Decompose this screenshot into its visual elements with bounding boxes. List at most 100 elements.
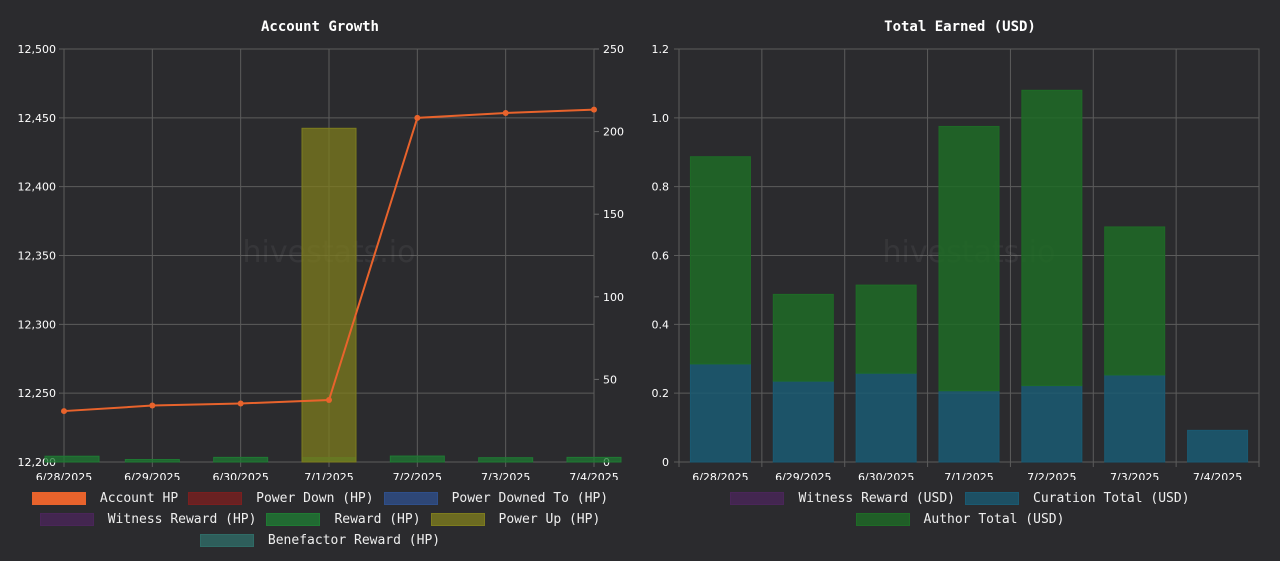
x-tick-label: 6/30/2025 [858, 471, 914, 480]
bar-reward-hp [44, 455, 100, 463]
x-tick-label: 7/3/2025 [1110, 471, 1159, 480]
y-tick-label: 0.4 [652, 318, 670, 331]
bar-author-total-usd [855, 284, 917, 374]
account-growth-panel: Account Growth 12,200 12,250 12,300 12,350 1… [0, 19, 640, 551]
legend-item[interactable]: Author Total (USD) [855, 512, 1065, 527]
legend-label: Benefactor Reward (HP) [267, 533, 441, 548]
legend-swatch [430, 513, 485, 526]
legend-swatch [855, 513, 910, 526]
legend-row: Witness Reward (HP) Reward (HP) Power Up (… [0, 509, 640, 530]
y-tick-label: 0 [662, 456, 669, 469]
y-tick-label: 0.2 [652, 387, 670, 400]
bar-curation-total-usd [1187, 429, 1249, 463]
bar-author-total-usd [1104, 226, 1166, 376]
bar-curation-total-usd [938, 390, 1000, 463]
y-tick-label: 1.0 [652, 112, 670, 125]
account-hp-point [237, 400, 244, 407]
y-tick-label: 1.2 [652, 43, 670, 56]
legend-label: Witness Reward (USD) [798, 491, 955, 506]
bar-curation-total-usd [689, 363, 751, 463]
legend-label: Author Total (USD) [923, 512, 1065, 527]
x-tick-label: 6/30/2025 [212, 471, 268, 480]
legend-swatch [188, 492, 243, 505]
legend-item[interactable]: Benefactor Reward (HP) [199, 533, 441, 548]
total-earned-chart: 0 0.2 0.4 0.6 0.8 1.0 1.2 6/28/2025 6/29/2025 6/3… [652, 43, 1260, 480]
y-right-tick-label: 200 [603, 126, 624, 139]
legend-item[interactable]: Reward (HP) [266, 512, 421, 527]
y-right-tick-label: 0 [603, 456, 610, 469]
bar-author-total-usd [1021, 89, 1083, 387]
x-tick-label: 7/1/2025 [944, 471, 993, 480]
x-tick-label: 6/28/2025 [36, 471, 92, 480]
bar-curation-total-usd [1104, 374, 1166, 463]
bar-power-up-hp [301, 127, 357, 463]
legend-row: Benefactor Reward (HP) [0, 530, 640, 551]
legend-swatch [31, 492, 86, 505]
account-hp-point [502, 110, 509, 117]
x-tick-label: 6/29/2025 [124, 471, 180, 480]
bar-author-total-usd [938, 125, 1000, 392]
x-tick-label: 7/2/2025 [1027, 471, 1076, 480]
total-earned-legend: Witness Reward (USD) Curation Total (USD)… [640, 488, 1280, 530]
legend-item[interactable]: Power Down (HP) [188, 491, 374, 506]
y-right-tick-label: 50 [603, 373, 617, 386]
legend-row: Account HP Power Down (HP) Power Downed To… [0, 488, 640, 509]
y-right-tick-label: 250 [603, 43, 624, 56]
bar-author-total-usd [689, 156, 751, 365]
y-left-tick-label: 12,350 [18, 250, 57, 263]
legend-label: Witness Reward (HP) [107, 512, 257, 527]
x-tick-label: 7/4/2025 [1193, 471, 1242, 480]
legend-swatch [39, 513, 94, 526]
legend-row: Witness Reward (USD) Curation Total (USD) [640, 488, 1280, 509]
legend-label: Power Down (HP) [256, 491, 374, 506]
bar-reward-hp [389, 455, 445, 463]
legend-row: Author Total (USD) [640, 509, 1280, 530]
bar-reward-hp [478, 457, 534, 463]
legend-label: Power Up (HP) [498, 512, 601, 527]
y-tick-label: 0.8 [652, 181, 670, 194]
legend-label: Power Downed To (HP) [451, 491, 609, 506]
legend-item[interactable]: Witness Reward (USD) [730, 491, 955, 506]
x-tick-label: 7/1/2025 [304, 471, 353, 480]
x-tick-label: 7/2/2025 [393, 471, 442, 480]
bar-reward-hp [566, 456, 622, 463]
total-earned-panel: Total Earned (USD) 0 0.2 0.4 0.6 0.8 1.0 1.2 6/… [640, 0, 1280, 561]
account-hp-point [414, 114, 421, 121]
account-hp-point [326, 397, 332, 404]
x-tick-label: 7/4/2025 [569, 471, 618, 480]
y-right-tick-label: 100 [603, 291, 624, 304]
legend-label: Account HP [99, 491, 179, 506]
y-left-tick-label: 12,500 [18, 43, 57, 56]
bar-author-total-usd [772, 293, 834, 382]
account-hp-point [591, 106, 597, 113]
account-growth-legend: Account HP Power Down (HP) Power Downed To… [0, 488, 640, 551]
x-tick-label: 6/29/2025 [775, 471, 831, 480]
legend-swatch [199, 534, 254, 547]
account-hp-point [149, 402, 156, 409]
legend-swatch [730, 492, 785, 505]
legend-item[interactable]: Witness Reward (HP) [39, 512, 257, 527]
bar-curation-total-usd [1021, 385, 1083, 463]
legend-swatch [266, 513, 321, 526]
y-left-tick-label: 12,450 [18, 112, 57, 125]
y-left-tick-label: 12,250 [18, 387, 57, 400]
legend-item[interactable]: Account HP [31, 491, 179, 506]
bar-reward-hp [124, 459, 180, 463]
legend-swatch [383, 492, 438, 505]
y-right-tick-label: 150 [603, 208, 624, 221]
bar-curation-total-usd [772, 380, 834, 463]
y-left-tick-label: 12,400 [18, 181, 57, 194]
y-tick-label: 0.6 [652, 250, 670, 263]
chart-title: Account Growth [260, 19, 379, 35]
legend-label: Curation Total (USD) [1033, 491, 1190, 506]
account-growth-chart: 12,20012,25012,30012,35012,40012,45012,5… [18, 43, 625, 480]
legend-item[interactable]: Curation Total (USD) [965, 491, 1190, 506]
account-hp-point [61, 408, 67, 415]
x-tick-label: 7/3/2025 [481, 471, 530, 480]
x-tick-label: 6/28/2025 [692, 471, 748, 480]
legend-label: Reward (HP) [334, 512, 421, 527]
legend-item[interactable]: Power Downed To (HP) [383, 491, 609, 506]
bar-reward-hp [213, 456, 269, 463]
legend-item[interactable]: Power Up (HP) [430, 512, 601, 527]
legend-swatch [965, 492, 1019, 505]
